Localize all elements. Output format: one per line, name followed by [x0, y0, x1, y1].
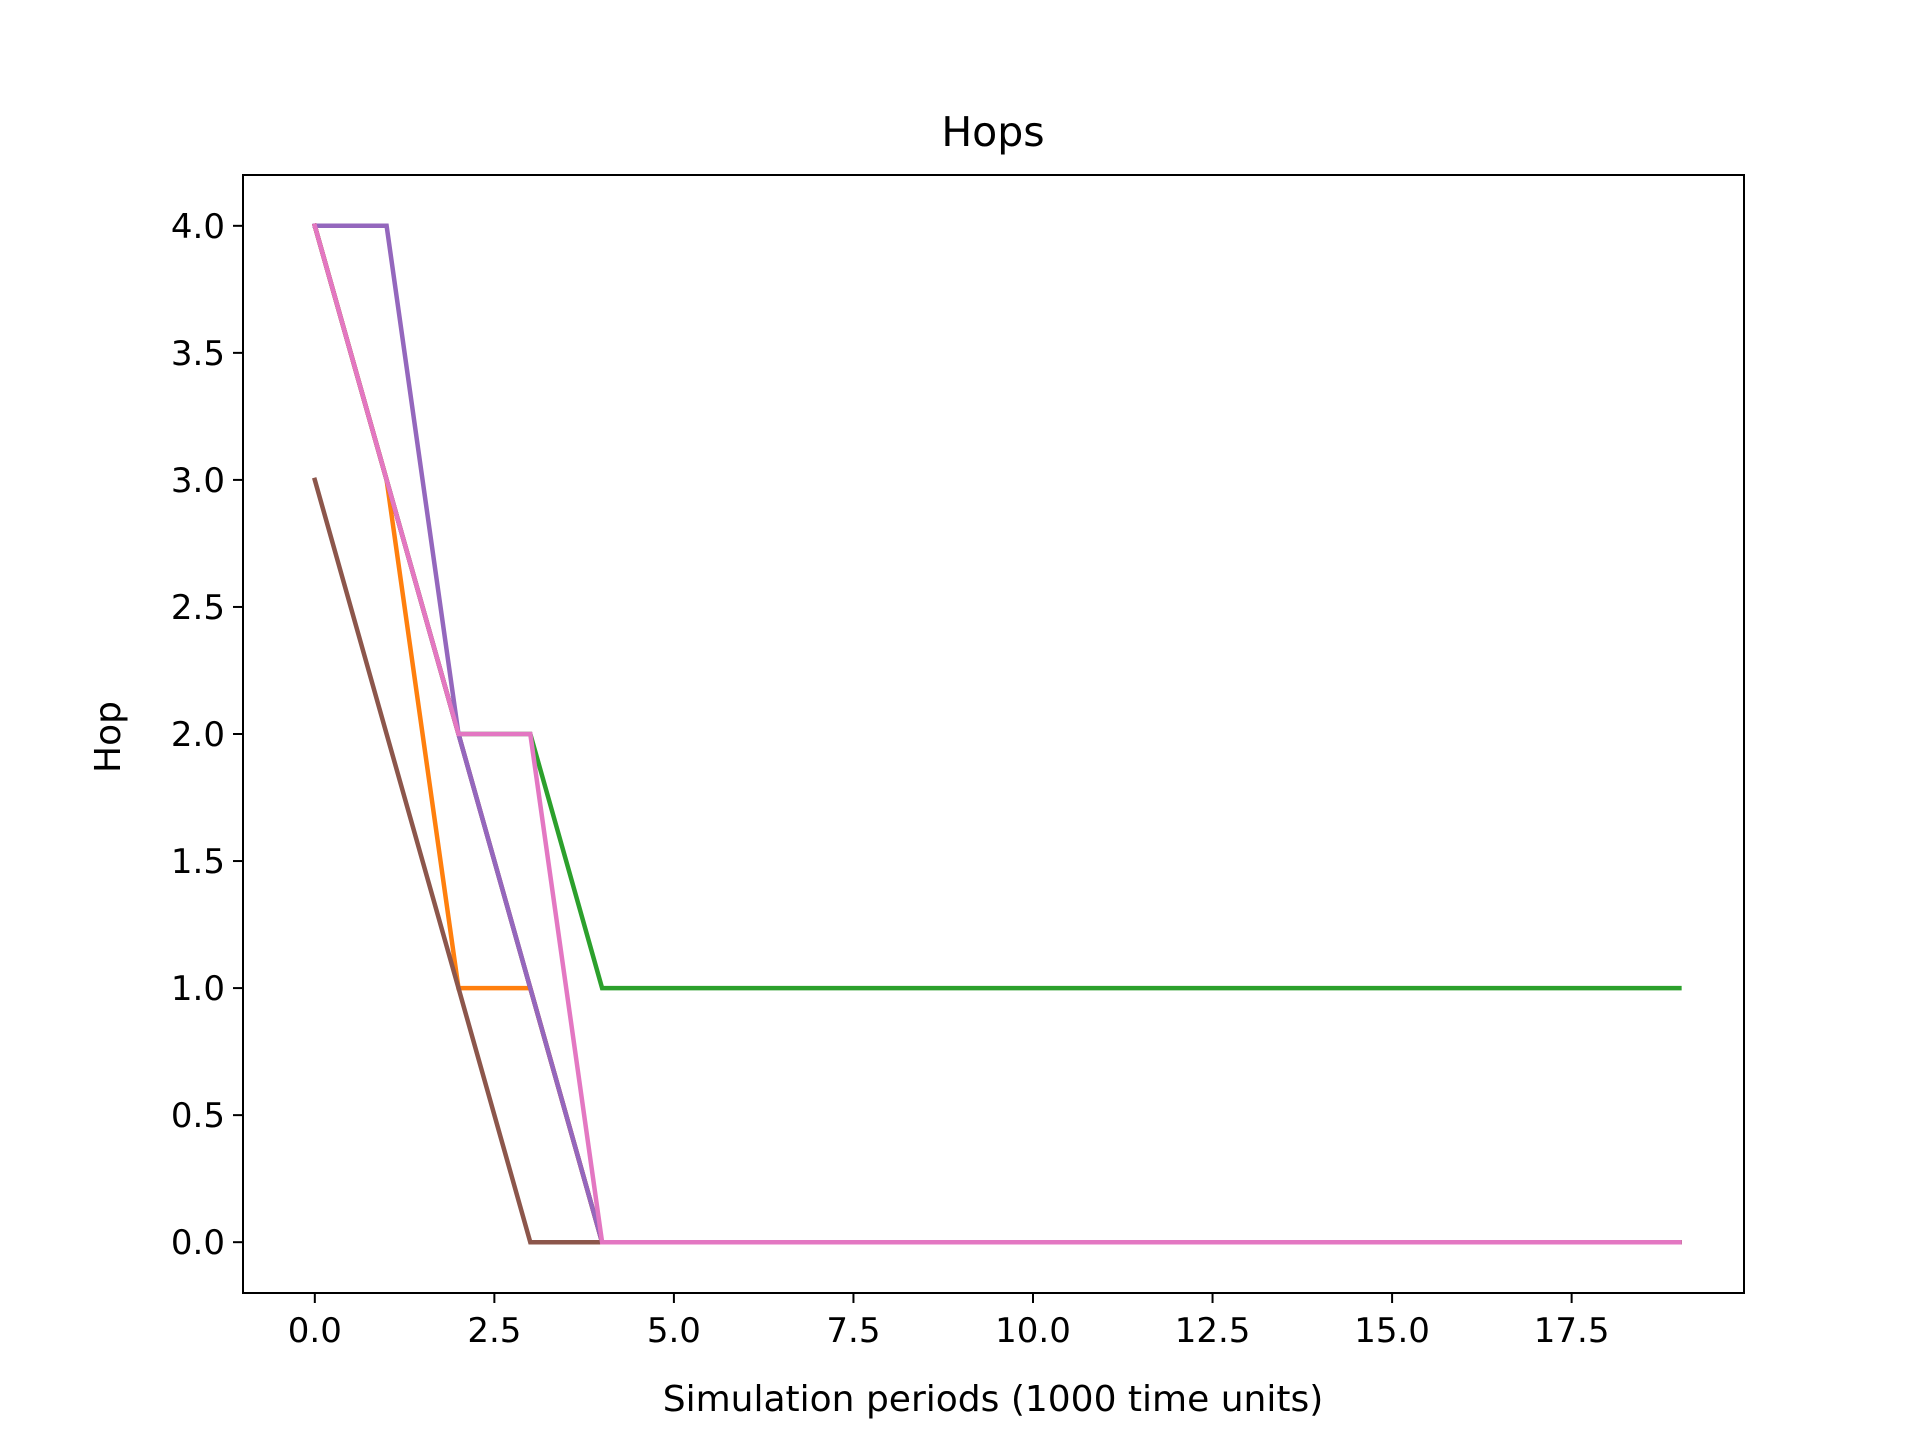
x-tick-label: 15.0: [1354, 1311, 1430, 1351]
x-tick-label: 7.5: [826, 1311, 880, 1351]
y-tick-label: 0.0: [171, 1223, 225, 1263]
series-line-7: [312, 223, 1682, 1245]
x-tick-label: 2.5: [467, 1311, 521, 1351]
y-tick-label: 3.5: [171, 334, 225, 374]
y-tick-label: 1.5: [171, 842, 225, 882]
series-line-6: [312, 477, 1682, 1245]
chart-title: Hops: [941, 108, 1044, 156]
y-tick-label: 2.0: [171, 715, 225, 755]
x-axis-label: Simulation periods (1000 time units): [663, 1379, 1324, 1420]
x-axis: 0.0 2.5 5.0 7.5 10.0 12.5 15.0 17.5: [288, 1293, 1610, 1351]
y-tick-label: 2.5: [171, 588, 225, 628]
y-tick-label: 1.0: [171, 969, 225, 1009]
y-axis: 0.0 0.5 1.0 1.5 2.0 2.5 3.0 3.5 4.0: [171, 207, 243, 1263]
x-tick-label: 12.5: [1175, 1311, 1251, 1351]
y-tick-label: 0.5: [171, 1096, 225, 1136]
y-tick-label: 4.0: [171, 207, 225, 247]
series-layer: [312, 223, 1682, 1245]
x-tick-label: 5.0: [647, 1311, 701, 1351]
x-tick-label: 0.0: [288, 1311, 342, 1351]
y-tick-label: 3.0: [171, 461, 225, 501]
series-line-3: [312, 223, 1682, 991]
x-tick-label: 17.5: [1534, 1311, 1610, 1351]
y-axis-label: Hop: [88, 701, 129, 773]
x-tick-label: 10.0: [995, 1311, 1071, 1351]
